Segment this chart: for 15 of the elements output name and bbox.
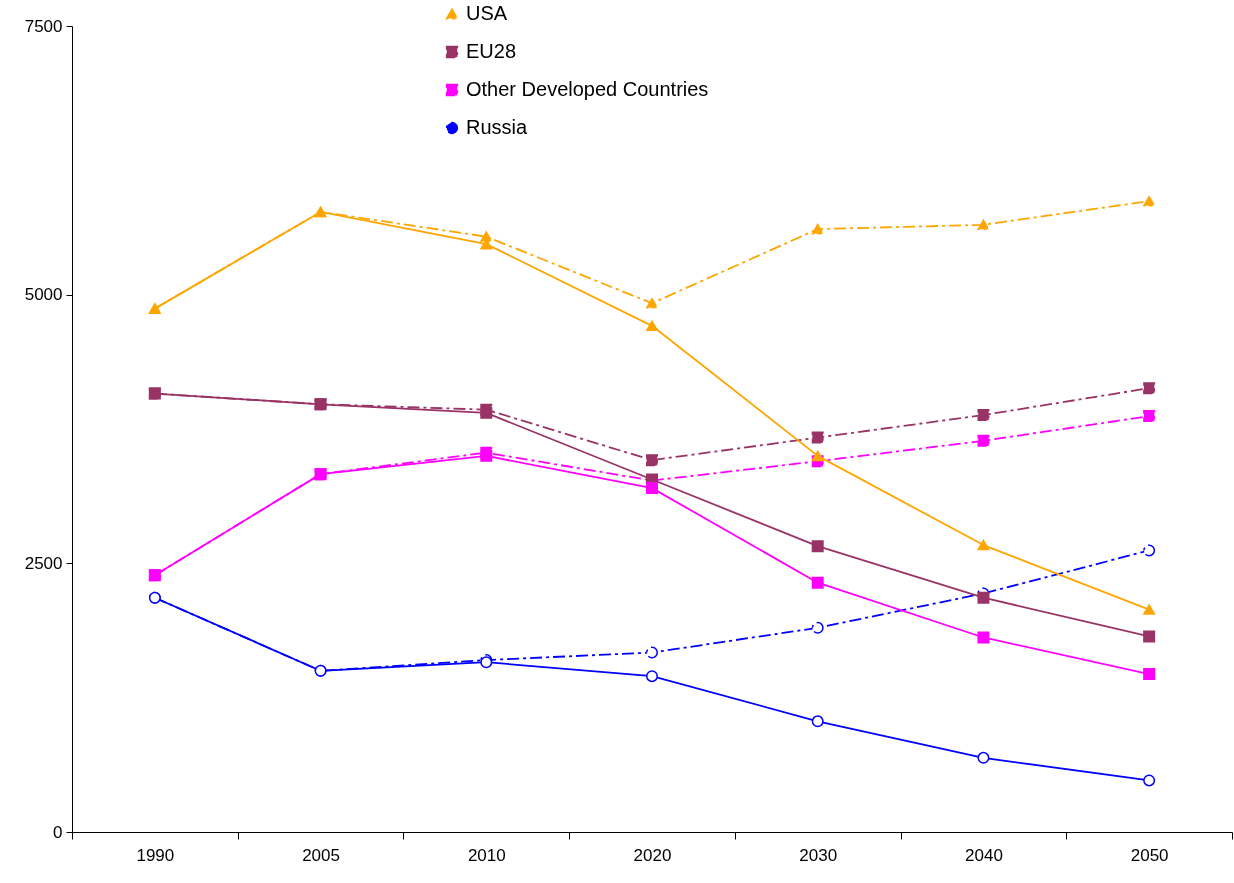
x-tick-label: 2010 (467, 845, 506, 865)
x-tick-label: 2005 (302, 845, 340, 865)
legend-label: EU28 (466, 40, 517, 62)
x-tick-label: 2020 (633, 845, 672, 865)
y-tick-label: 0 (53, 822, 63, 842)
x-tick-label: 2040 (965, 845, 1003, 865)
legend-label: Other Developed Countries (466, 78, 709, 100)
y-tick-label: 5000 (24, 285, 63, 305)
x-tick-label: 1990 (136, 845, 175, 865)
y-tick-label: 7500 (24, 16, 63, 36)
x-tick-label: 2050 (1130, 845, 1169, 865)
legend-label: USA (466, 2, 508, 24)
y-tick-label: 2500 (24, 553, 63, 573)
legend-label: Russia (466, 116, 529, 138)
x-tick-label: 2030 (799, 845, 838, 865)
